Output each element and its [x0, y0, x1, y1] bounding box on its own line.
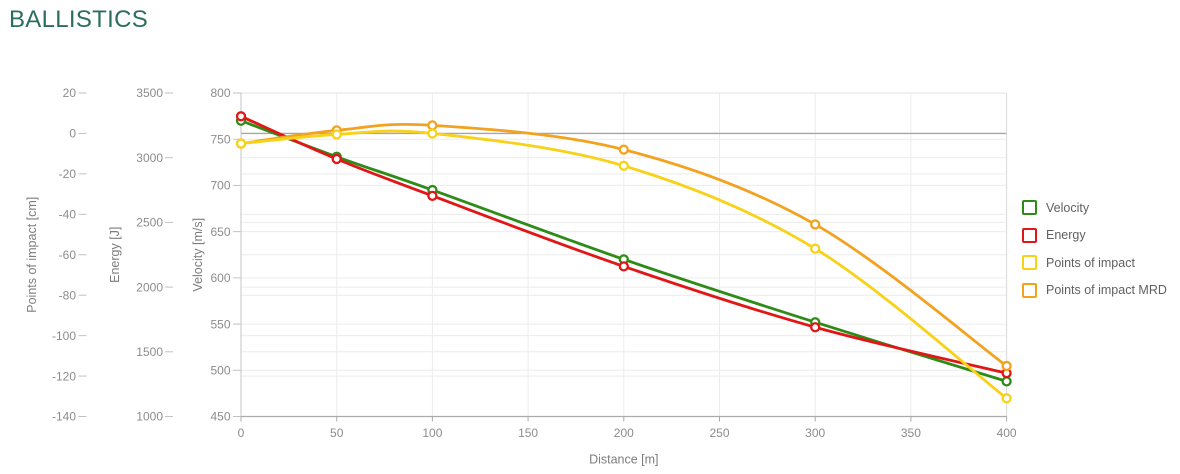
svg-text:200: 200 [614, 426, 634, 440]
points-of-impact-mrd-swatch-icon [1022, 282, 1037, 298]
svg-text:1000: 1000 [136, 410, 163, 424]
svg-text:3500: 3500 [136, 86, 163, 100]
data-point-points-of-impact [618, 160, 629, 171]
svg-text:-60: -60 [59, 248, 77, 262]
svg-text:-100: -100 [52, 329, 76, 343]
legend-item-points-of-impact[interactable]: Points of impact [1022, 254, 1167, 271]
svg-text:800: 800 [210, 86, 230, 100]
series-energy [235, 111, 1012, 379]
svg-text:50: 50 [330, 426, 344, 440]
axis-poi: 20 0 -20 -40 -60 -80 -100 -120 -140 Points of imp… [25, 86, 87, 424]
svg-text:1500: 1500 [136, 345, 163, 359]
points-of-impact-swatch-icon [1022, 255, 1037, 270]
data-point-points-of-impact [1001, 393, 1012, 404]
svg-text:450: 450 [210, 410, 230, 424]
data-point-points-of-impact [331, 129, 342, 140]
svg-text:600: 600 [210, 271, 230, 285]
data-point-energy [235, 111, 247, 122]
data-point-points-of-impact [235, 138, 247, 149]
svg-text:350: 350 [901, 426, 921, 440]
svg-text:250: 250 [709, 426, 729, 440]
legend-item-velocity[interactable]: Velocity [1022, 199, 1167, 216]
svg-text:0: 0 [238, 426, 245, 440]
data-point-energy [331, 153, 342, 165]
svg-text:-140: -140 [52, 410, 76, 424]
page-title: BALLISTICS [9, 6, 149, 33]
legend-item-energy[interactable]: Energy [1022, 227, 1167, 244]
svg-text:3000: 3000 [136, 151, 163, 165]
svg-text:-120: -120 [52, 369, 76, 383]
axis-velocity: 800 750 700 650 600 550 500 450 Velocity [m/s] [191, 86, 241, 424]
data-point-energy [618, 261, 629, 272]
data-point-points-of-impact-mrd [618, 144, 629, 155]
svg-text:300: 300 [805, 426, 825, 440]
data-point-points-of-impact-mrd [810, 219, 821, 230]
svg-text:Velocity [m/s]: Velocity [m/s] [191, 218, 205, 292]
energy-swatch-icon [1022, 227, 1037, 243]
svg-text:0: 0 [69, 127, 76, 141]
svg-text:700: 700 [210, 179, 230, 193]
svg-text:20: 20 [63, 86, 77, 100]
legend-label: Points of impact MRD [1046, 283, 1167, 297]
svg-text:-20: -20 [59, 167, 77, 181]
svg-text:500: 500 [210, 363, 230, 377]
data-point-points-of-impact [427, 128, 438, 139]
svg-text:400: 400 [997, 426, 1017, 440]
axis-energy: 3500 3000 2500 2000 1500 1000 Energy [J] [108, 86, 173, 424]
data-point-points-of-impact-mrd [427, 120, 438, 131]
legend-label: Points of impact [1046, 255, 1135, 270]
velocity-swatch-icon [1022, 200, 1037, 215]
legend-label: Velocity [1046, 200, 1090, 215]
x-axis: 0 50 100 150 200 250 300 350 400 Distance [m] [238, 416, 1017, 467]
svg-text:750: 750 [210, 132, 230, 146]
data-point-velocity [1001, 376, 1012, 387]
svg-text:-40: -40 [59, 208, 77, 222]
svg-text:Energy [J]: Energy [J] [108, 227, 122, 283]
data-point-energy [810, 322, 821, 333]
data-point-points-of-impact [810, 243, 821, 254]
legend-label: Energy [1046, 228, 1086, 242]
series-points-of-impact [235, 128, 1012, 404]
legend-item-points-of-impact-mrd[interactable]: Points of impact MRD [1022, 282, 1167, 299]
svg-text:-80: -80 [59, 288, 77, 302]
svg-text:100: 100 [422, 426, 442, 440]
legend: Velocity Energy Points of impact Points … [1022, 199, 1167, 309]
svg-text:150: 150 [518, 426, 538, 440]
data-point-energy [427, 190, 438, 202]
svg-text:Distance [m]: Distance [m] [589, 453, 658, 467]
svg-text:Points of impact [cm]: Points of impact [cm] [25, 197, 39, 313]
svg-text:550: 550 [210, 317, 230, 331]
svg-text:2000: 2000 [136, 280, 163, 294]
svg-text:2500: 2500 [136, 216, 163, 230]
data-point-points-of-impact-mrd [1001, 360, 1012, 372]
svg-text:650: 650 [210, 225, 230, 239]
